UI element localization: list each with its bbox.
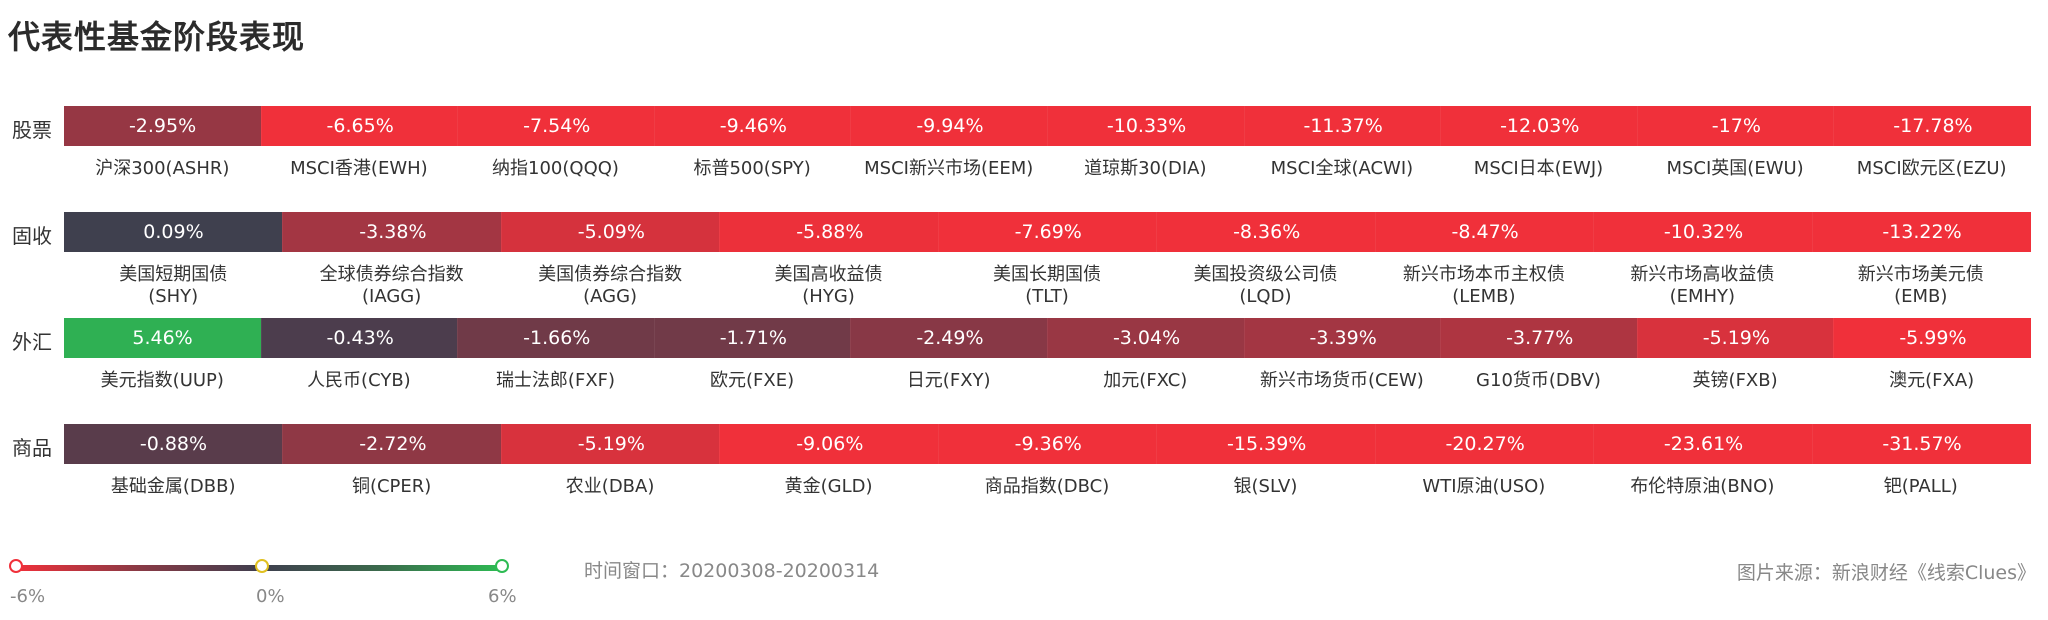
cell-name-label: 银(SLV)	[1233, 476, 1298, 497]
cell-name-label: 农业(DBA)	[565, 476, 655, 497]
heatmap-cell: -10.33%	[1047, 106, 1246, 146]
heatmap-cell: -17.78%	[1833, 106, 2032, 146]
heatmap-cell: -6.65%	[260, 106, 459, 146]
heatmap-cell: -1.66%	[457, 318, 656, 358]
heatmap-cell: -11.37%	[1243, 106, 1442, 146]
cell-name-label: 全球债券综合指数 (IAGG)	[319, 264, 464, 307]
color-legend: -6% 0% 6%	[8, 556, 517, 616]
heatmap-cell: -0.43%	[260, 318, 459, 358]
legend-min-marker	[9, 559, 23, 573]
heatmap-row: 0.09% -3.38% -5.09% -5.88% -7.69% -8.36% -8.47…	[64, 212, 2032, 252]
legend-min-label: -6%	[10, 586, 46, 607]
legend-mid-marker	[255, 559, 269, 573]
heatmap-cell: -7.54%	[457, 106, 656, 146]
heatmap-cell: -3.77%	[1440, 318, 1639, 358]
cell-name-label: 澳元(FXA)	[1889, 370, 1975, 391]
cell-name-label: 欧元(FXE)	[710, 370, 795, 391]
cell-name-label: 钯(PALL)	[1883, 476, 1958, 497]
heatmap-cell: -2.72%	[282, 424, 503, 464]
cell-name-label: 铜(CPER)	[351, 476, 432, 497]
cell-name-label: 美国长期国债 (TLT)	[992, 264, 1101, 307]
heatmap-cell: -5.19%	[500, 424, 721, 464]
legend-mid-label: 0%	[256, 586, 285, 607]
row-label: 外汇	[12, 330, 52, 354]
cell-name-label: 美国高收益债 (HYG)	[774, 264, 883, 307]
cell-name-label: 美国债券综合指数 (AGG)	[538, 264, 683, 307]
row-label: 股票	[12, 118, 52, 142]
cell-name-label: 美元指数(UUP)	[100, 370, 224, 391]
heatmap-cell: -8.36%	[1156, 212, 1377, 252]
heatmap-cell: -10.32%	[1593, 212, 1814, 252]
cell-name-label: 基础金属(DBB)	[110, 476, 236, 497]
legend-max-marker	[495, 559, 509, 573]
heatmap-cell: -20.27%	[1374, 424, 1595, 464]
heatmap-cell: -2.49%	[850, 318, 1049, 358]
heatmap-cell: -9.36%	[937, 424, 1158, 464]
cell-name-label: WTI原油(USO)	[1422, 476, 1546, 497]
heatmap-cell: -3.04%	[1047, 318, 1246, 358]
cell-name-label: 道琼斯30(DIA)	[1084, 158, 1207, 179]
cell-name-label: 日元(FXY)	[906, 370, 991, 391]
cell-name-label: MSCI全球(ACWI)	[1270, 158, 1414, 179]
cell-name-label: 加元(FXC)	[1103, 370, 1188, 391]
cell-name-label: 商品指数(DBC)	[984, 476, 1110, 497]
cell-name-label: G10货币(DBV)	[1476, 370, 1601, 391]
cell-name-label: 人民币(CYB)	[307, 370, 411, 391]
heatmap-cell: -13.22%	[1811, 212, 2032, 252]
cell-name-label: 瑞士法郎(FXF)	[495, 370, 616, 391]
heatmap-cell: -3.39%	[1243, 318, 1442, 358]
heatmap-cell: -2.95%	[64, 106, 262, 146]
cell-name-label: 布伦特原油(BNO)	[1630, 476, 1775, 497]
cell-name-label: 纳指100(QQQ)	[492, 158, 619, 179]
heatmap-cell: -12.03%	[1440, 106, 1639, 146]
cell-name-label: 沪深300(ASHR)	[95, 158, 230, 179]
heatmap-cell: 0.09%	[64, 212, 283, 252]
heatmap-cell: -17%	[1636, 106, 1835, 146]
heatmap-cell: -23.61%	[1593, 424, 1814, 464]
cell-name-label: MSCI香港(EWH)	[290, 158, 428, 179]
heatmap-cell: -8.47%	[1374, 212, 1595, 252]
legend-max-label: 6%	[488, 586, 517, 607]
cell-name-label: MSCI日本(EWJ)	[1473, 158, 1604, 179]
heatmap-cell: -5.19%	[1636, 318, 1835, 358]
heatmap-cell: 5.46%	[64, 318, 262, 358]
cell-name-label: MSCI新兴市场(EEM)	[864, 158, 1034, 179]
cell-name-label: 黄金(GLD)	[784, 476, 873, 497]
cell-name-label: MSCI欧元区(EZU)	[1856, 158, 2007, 179]
cell-name-label: 新兴市场美元债 (EMB)	[1857, 264, 1984, 307]
heatmap-cell: -0.88%	[64, 424, 283, 464]
heatmap-cell: -31.57%	[1811, 424, 2032, 464]
row-label: 固收	[12, 224, 52, 248]
heatmap-row: -0.88% -2.72% -5.19% -9.06% -9.36% -15.39% -20…	[64, 424, 2032, 464]
cell-name-label: MSCI英国(EWU)	[1666, 158, 1804, 179]
heatmap-cell: -5.88%	[719, 212, 940, 252]
time-window-text: 时间窗口：20200308-20200314	[584, 560, 880, 582]
cell-name-label: 新兴市场货币(CEW)	[1259, 370, 1424, 391]
page-title: 代表性基金阶段表现	[8, 18, 306, 56]
heatmap-cell: -15.39%	[1156, 424, 1377, 464]
heatmap-cell: -1.71%	[653, 318, 852, 358]
heatmap-cell: -5.09%	[500, 212, 721, 252]
heatmap-cell: -7.69%	[937, 212, 1158, 252]
heatmap-cell: -9.46%	[653, 106, 852, 146]
cell-name-label: 美国短期国债 (SHY)	[119, 264, 228, 307]
heatmap-cell: -9.06%	[719, 424, 940, 464]
cell-name-label: 英镑(FXB)	[1692, 370, 1778, 391]
source-text: 图片来源：新浪财经《线索Clues》	[1736, 562, 2036, 584]
cell-name-label: 新兴市场高收益债 (EMHY)	[1630, 264, 1775, 307]
heatmap-cell: -5.99%	[1833, 318, 2032, 358]
cell-name-label: 美国投资级公司债 (LQD)	[1193, 264, 1338, 307]
heatmap-row: 5.46% -0.43% -1.66% -1.71% -2.49% -3.04% -3.39…	[64, 318, 2032, 358]
heatmap-row: -2.95% -6.65% -7.54% -9.46% -9.94% -10.33% -11…	[64, 106, 2032, 146]
cell-name-label: 新兴市场本币主权债 (LEMB)	[1402, 264, 1565, 307]
heatmap-cell: -9.94%	[850, 106, 1049, 146]
row-label: 商品	[12, 436, 52, 460]
cell-name-label: 标普500(SPY)	[693, 158, 811, 179]
heatmap-cell: -3.38%	[282, 212, 503, 252]
